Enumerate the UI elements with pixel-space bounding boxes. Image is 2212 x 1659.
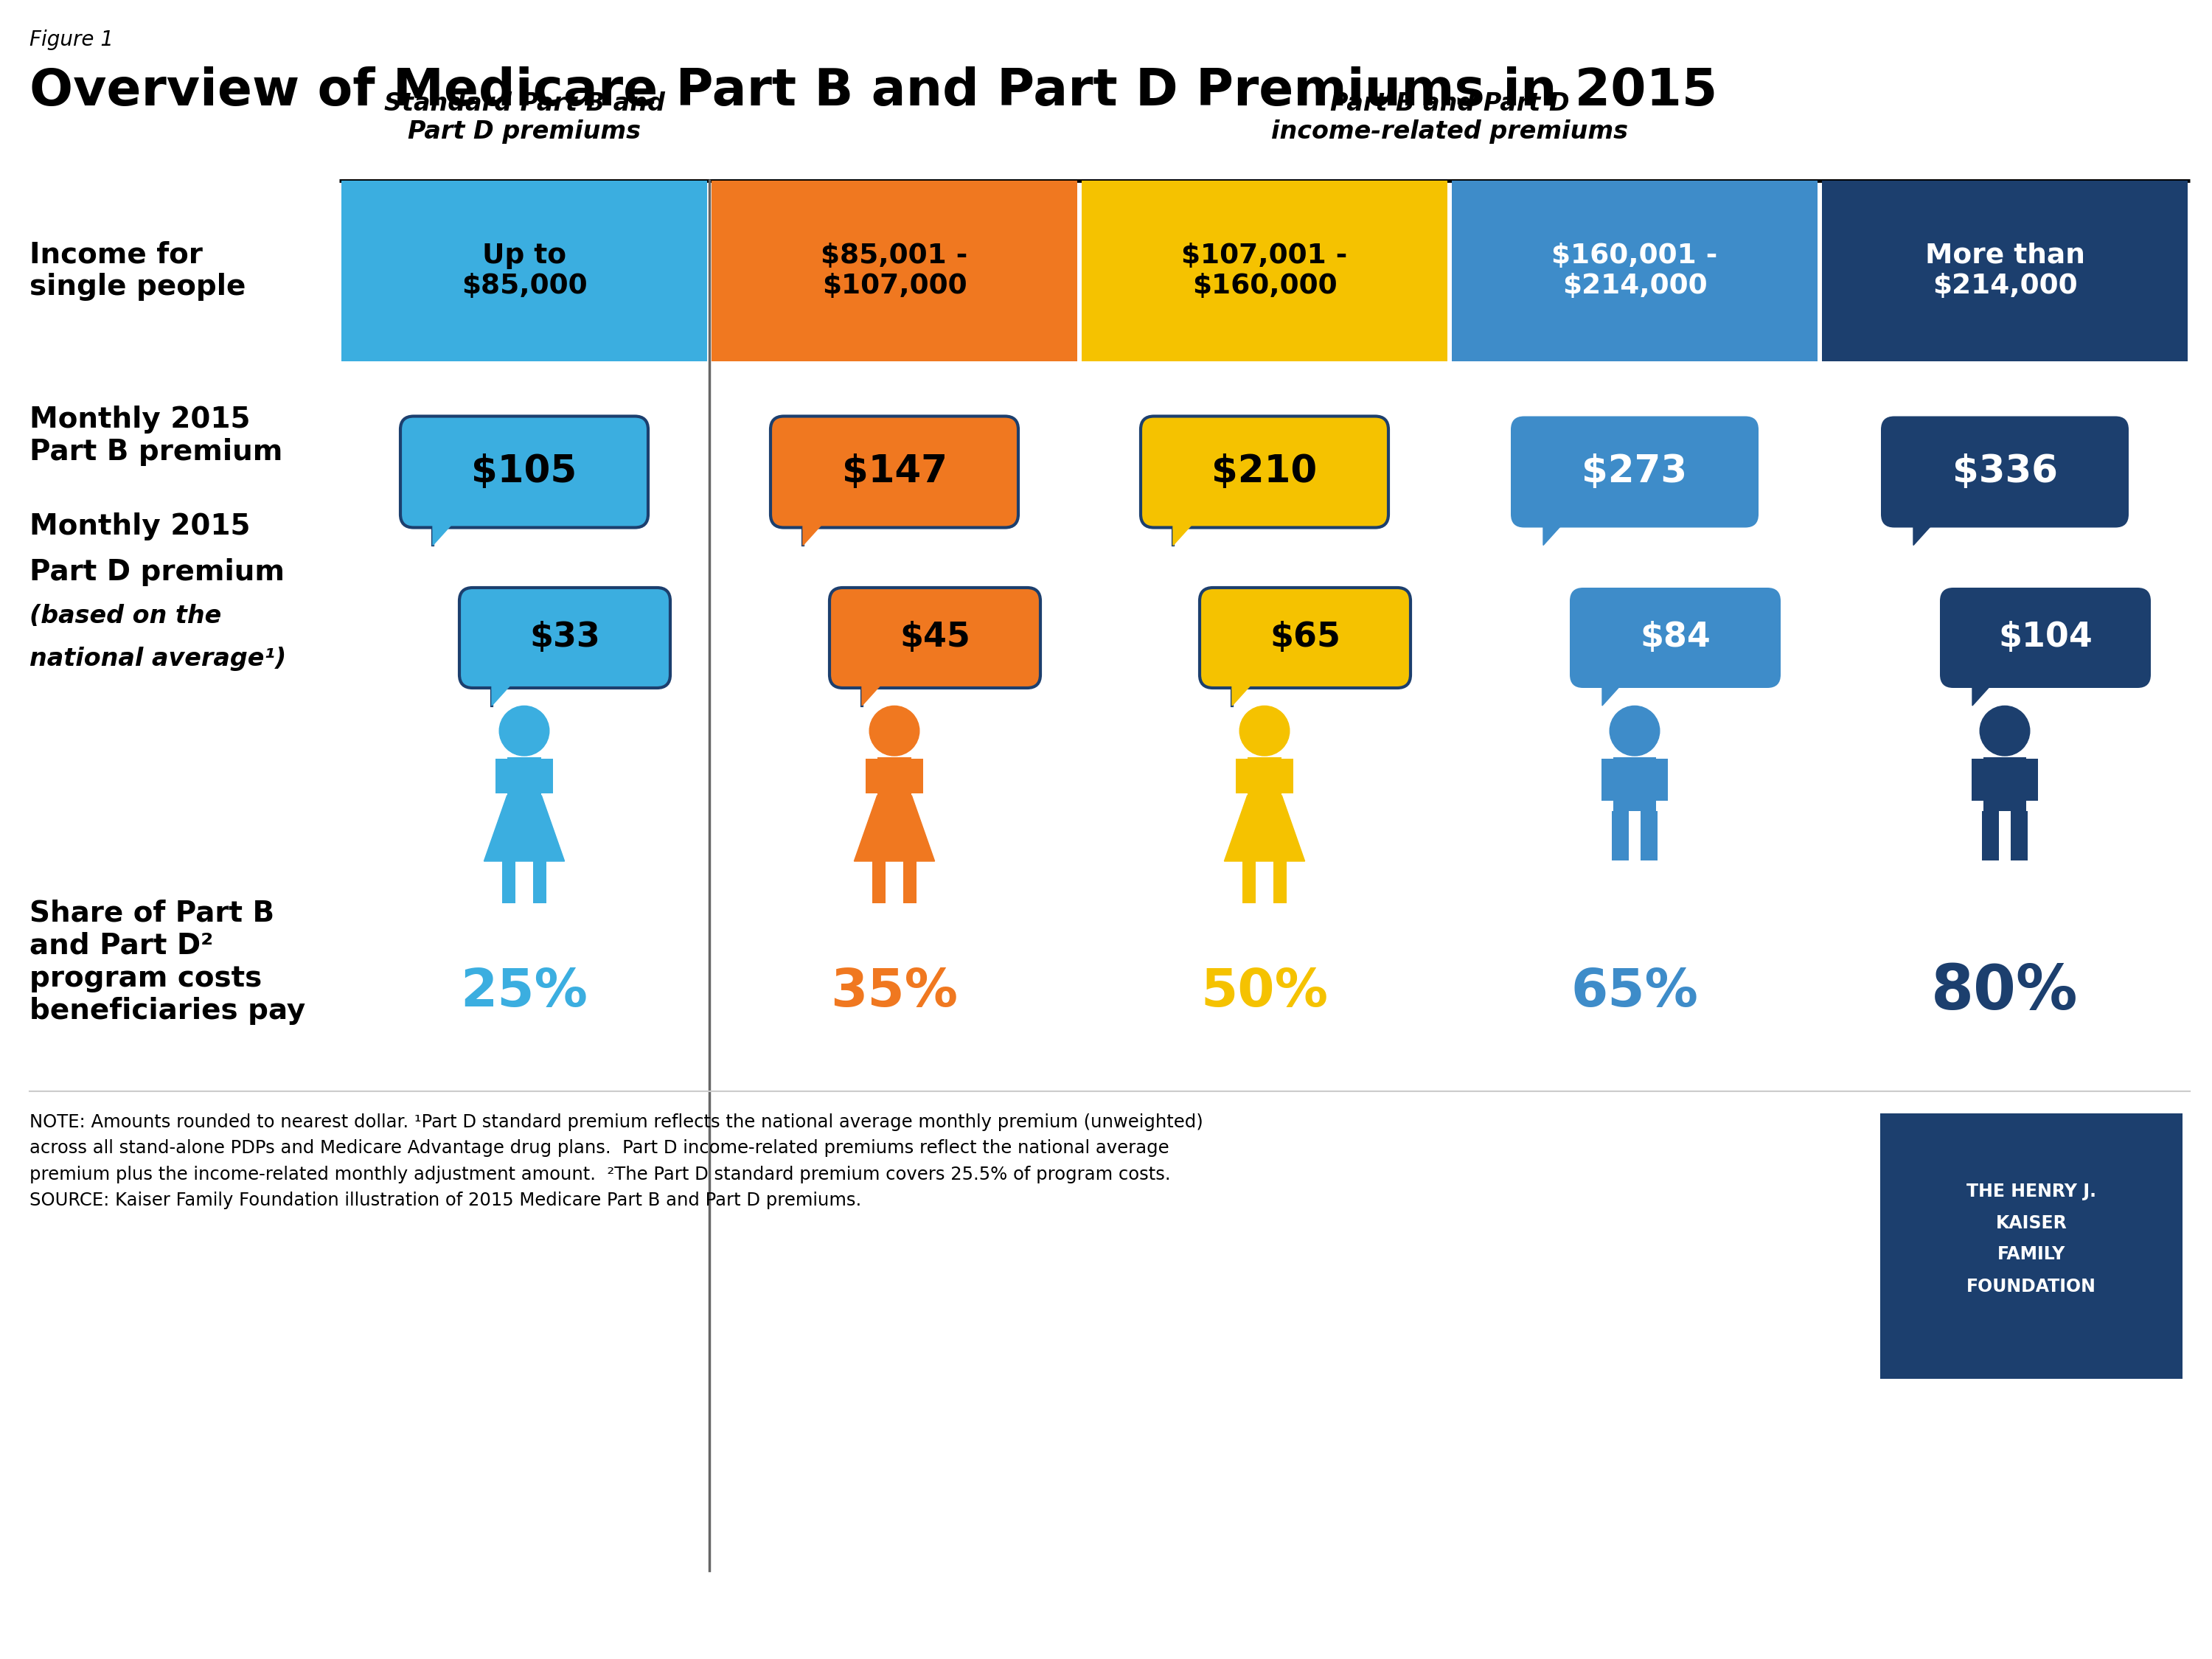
Text: $147: $147 <box>841 453 947 491</box>
Text: (based on the: (based on the <box>29 604 221 629</box>
Text: $45: $45 <box>900 620 971 654</box>
Polygon shape <box>1223 796 1305 861</box>
Text: $85,001 -
$107,000: $85,001 - $107,000 <box>821 242 969 300</box>
FancyBboxPatch shape <box>1274 861 1287 904</box>
FancyBboxPatch shape <box>1655 758 1668 801</box>
Polygon shape <box>1544 514 1571 546</box>
Polygon shape <box>491 675 520 705</box>
FancyBboxPatch shape <box>1971 758 1984 801</box>
FancyBboxPatch shape <box>1082 181 1447 362</box>
FancyBboxPatch shape <box>533 861 546 904</box>
Text: $336: $336 <box>1951 453 2057 491</box>
FancyBboxPatch shape <box>1982 811 2000 861</box>
Text: NOTE: Amounts rounded to nearest dollar. ¹Part D standard premium reflects the n: NOTE: Amounts rounded to nearest dollar.… <box>29 1113 1203 1209</box>
Text: THE HENRY J.
KAISER
FAMILY
FOUNDATION: THE HENRY J. KAISER FAMILY FOUNDATION <box>1966 1183 2097 1296</box>
FancyBboxPatch shape <box>865 758 878 793</box>
FancyBboxPatch shape <box>2024 758 2037 801</box>
FancyBboxPatch shape <box>1601 758 1615 801</box>
Text: 80%: 80% <box>1931 962 2079 1022</box>
Text: Overview of Medicare Part B and Part D Premiums in 2015: Overview of Medicare Part B and Part D P… <box>29 66 1717 116</box>
Polygon shape <box>434 514 460 546</box>
FancyBboxPatch shape <box>1571 587 1781 688</box>
Circle shape <box>1610 707 1659 757</box>
FancyBboxPatch shape <box>1613 811 1628 861</box>
Text: Monthly 2015
Part B premium: Monthly 2015 Part B premium <box>29 405 283 466</box>
Text: $107,001 -
$160,000: $107,001 - $160,000 <box>1181 242 1347 300</box>
FancyBboxPatch shape <box>902 861 916 904</box>
Circle shape <box>1980 707 2031 757</box>
FancyBboxPatch shape <box>1237 758 1248 793</box>
Polygon shape <box>484 796 564 861</box>
Text: More than
$214,000: More than $214,000 <box>1924 242 2084 300</box>
FancyBboxPatch shape <box>911 758 922 793</box>
Text: Part D premium: Part D premium <box>29 557 285 586</box>
FancyBboxPatch shape <box>1940 587 2150 688</box>
Text: $105: $105 <box>471 453 577 491</box>
FancyBboxPatch shape <box>400 416 648 528</box>
FancyBboxPatch shape <box>2011 811 2028 861</box>
Text: $65: $65 <box>1270 620 1340 654</box>
Circle shape <box>500 707 549 757</box>
Polygon shape <box>1601 675 1630 705</box>
Text: Figure 1: Figure 1 <box>29 30 113 50</box>
Text: Share of Part B
and Part D²
program costs
beneficiaries pay: Share of Part B and Part D² program cost… <box>29 899 305 1025</box>
Polygon shape <box>854 796 936 861</box>
Circle shape <box>869 707 920 757</box>
Circle shape <box>1239 707 1290 757</box>
Text: $273: $273 <box>1582 453 1688 491</box>
Text: national average¹): national average¹) <box>29 647 285 670</box>
Text: Monthly 2015: Monthly 2015 <box>29 513 250 541</box>
Text: 65%: 65% <box>1571 966 1699 1017</box>
FancyBboxPatch shape <box>1880 1113 2183 1379</box>
Text: Part B and Part D
income-related premiums: Part B and Part D income-related premium… <box>1272 91 1628 144</box>
FancyBboxPatch shape <box>872 861 885 904</box>
FancyBboxPatch shape <box>507 757 542 796</box>
FancyBboxPatch shape <box>1141 416 1389 528</box>
FancyBboxPatch shape <box>1199 587 1411 688</box>
Text: Up to
$85,000: Up to $85,000 <box>462 242 586 300</box>
Text: $210: $210 <box>1212 453 1318 491</box>
FancyBboxPatch shape <box>712 181 1077 362</box>
FancyBboxPatch shape <box>502 861 515 904</box>
FancyBboxPatch shape <box>1243 861 1256 904</box>
FancyBboxPatch shape <box>1880 416 2128 528</box>
Text: $104: $104 <box>1997 620 2093 654</box>
FancyBboxPatch shape <box>1451 181 1818 362</box>
FancyBboxPatch shape <box>770 416 1018 528</box>
FancyBboxPatch shape <box>1281 758 1294 793</box>
Polygon shape <box>1973 675 2000 705</box>
Polygon shape <box>803 514 832 546</box>
FancyBboxPatch shape <box>830 587 1040 688</box>
Text: Standard Part B and
Part D premiums: Standard Part B and Part D premiums <box>385 91 664 144</box>
FancyBboxPatch shape <box>1613 757 1657 811</box>
Text: 50%: 50% <box>1201 966 1327 1017</box>
Text: 35%: 35% <box>832 966 958 1017</box>
FancyBboxPatch shape <box>878 757 911 796</box>
FancyBboxPatch shape <box>1511 416 1759 528</box>
Text: $160,001 -
$214,000: $160,001 - $214,000 <box>1551 242 1719 300</box>
FancyBboxPatch shape <box>460 587 670 688</box>
FancyBboxPatch shape <box>1248 757 1281 796</box>
FancyBboxPatch shape <box>495 758 507 793</box>
FancyBboxPatch shape <box>542 758 553 793</box>
Text: Income for
single people: Income for single people <box>29 241 246 302</box>
Polygon shape <box>1232 675 1261 705</box>
Text: $33: $33 <box>529 620 599 654</box>
FancyBboxPatch shape <box>1984 757 2026 811</box>
FancyBboxPatch shape <box>1823 181 2188 362</box>
FancyBboxPatch shape <box>341 181 708 362</box>
Text: $84: $84 <box>1639 620 1710 654</box>
FancyBboxPatch shape <box>1641 811 1657 861</box>
Polygon shape <box>1913 514 1942 546</box>
Polygon shape <box>1172 514 1201 546</box>
Text: 25%: 25% <box>460 966 588 1017</box>
Polygon shape <box>863 675 889 705</box>
